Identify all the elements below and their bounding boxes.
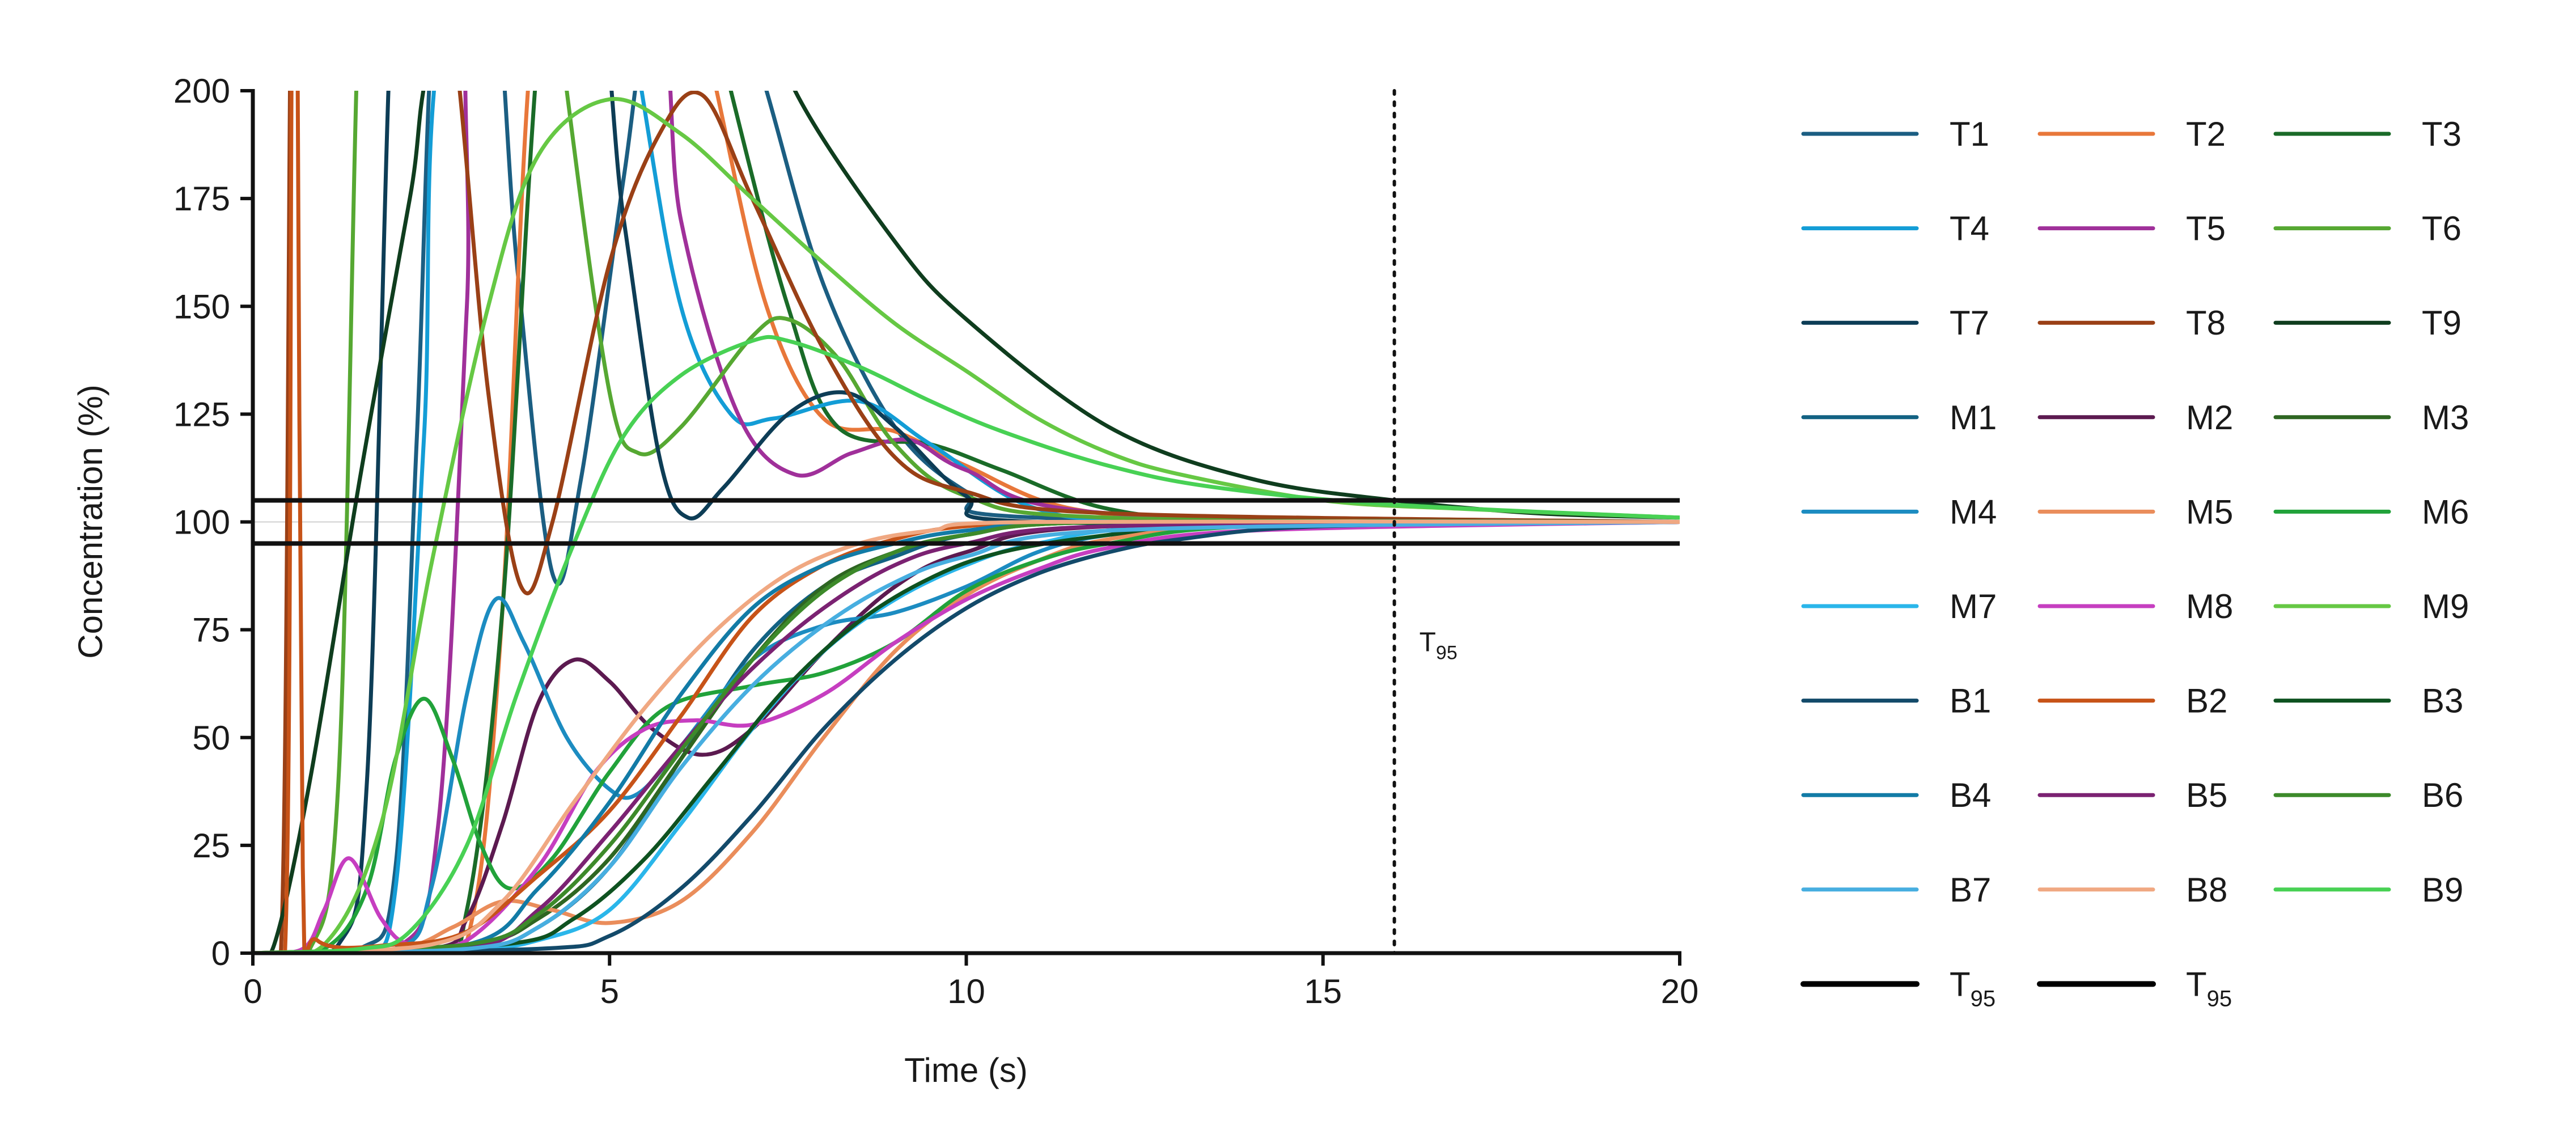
legend-label: M2 — [2186, 399, 2233, 437]
y-tick-label: 0 — [211, 934, 230, 972]
legend-item: T8 — [2037, 304, 2226, 342]
legend-item: M9 — [2273, 587, 2469, 625]
legend-item: B7 — [1801, 871, 1991, 909]
legend-item: T1 — [1801, 115, 1989, 153]
legend-label: T95 — [1950, 965, 1995, 1011]
legend-item: M4 — [1801, 493, 1997, 531]
legend-item: T3 — [2273, 115, 2461, 153]
legend-item: T5 — [2037, 210, 2226, 248]
x-tick-label: 10 — [947, 972, 985, 1010]
legend-item: B3 — [2273, 682, 2463, 720]
legend-label: M3 — [2422, 399, 2469, 437]
series-line-t7 — [253, 91, 1680, 953]
x-tick-label: 15 — [1304, 972, 1342, 1010]
series-line-b9 — [253, 335, 1680, 953]
legend-item: T4 — [1801, 210, 1989, 248]
t95-annotation-sub: 95 — [1436, 642, 1458, 664]
y-axis-label: Concentration (%) — [71, 384, 109, 659]
legend-label: M7 — [1950, 587, 1997, 625]
legend-item: T7 — [1801, 304, 1989, 342]
legend-label: B6 — [2422, 776, 2463, 814]
legend-label: T2 — [2186, 115, 2226, 153]
legend-item: B2 — [2037, 682, 2227, 720]
legend-item: T2 — [2037, 115, 2226, 153]
y-tick-label: 50 — [192, 719, 230, 757]
legend-item: M7 — [1801, 587, 1997, 625]
y-tick-label: 150 — [173, 287, 230, 325]
legend-label-sub: 95 — [1971, 986, 1996, 1011]
legend-item: B5 — [2037, 776, 2227, 814]
series-line-b7 — [253, 520, 1680, 953]
legend-label: B7 — [1950, 871, 1991, 909]
legend-label: M5 — [2186, 493, 2233, 531]
legend-label: M4 — [1950, 493, 1997, 531]
series-line-t8 — [253, 91, 1680, 953]
legend-label: B8 — [2186, 871, 2227, 909]
legend-label: M8 — [2186, 587, 2233, 625]
legend-label: T9 — [2422, 304, 2461, 342]
x-tick-label: 20 — [1661, 972, 1699, 1010]
legend-label: B1 — [1950, 682, 1991, 720]
legend-item: B6 — [2273, 776, 2463, 814]
legend-label: T1 — [1950, 115, 1989, 153]
legend-item: M3 — [2273, 399, 2469, 437]
legend-label: T4 — [1950, 210, 1989, 248]
legend: T1 T2 T3 T4 T5 T6 T7 T8 T9 M1 M2 M3 M4 M5 M6 M7 M8 M9 B1 B2… — [1800, 115, 2469, 1011]
legend-item: M5 — [2037, 493, 2233, 531]
series-line-m9 — [253, 97, 1680, 953]
t95-annotation: T95 — [1420, 628, 1458, 664]
legend-item: T95 — [1800, 965, 1995, 1011]
series-line-t3 — [253, 91, 1680, 953]
legend-item: B8 — [2037, 871, 2227, 909]
series-line-b1 — [253, 520, 1680, 953]
legend-label: T6 — [2422, 210, 2461, 248]
legend-item: B4 — [1801, 776, 1991, 814]
y-tick-label: 75 — [192, 611, 230, 649]
legend-label: T8 — [2186, 304, 2226, 342]
legend-label-main: T — [1950, 965, 1971, 1003]
x-tick-label: 5 — [600, 972, 619, 1010]
legend-item: T95 — [2037, 965, 2232, 1011]
x-tick-label: 0 — [243, 972, 262, 1010]
y-tick-label: 25 — [192, 827, 230, 865]
legend-label: B2 — [2186, 682, 2227, 720]
y-tick-label: 200 — [173, 72, 230, 110]
legend-label: B5 — [2186, 776, 2227, 814]
legend-label: T95 — [2186, 965, 2232, 1011]
y-tick-label: 100 — [173, 504, 230, 541]
legend-item: M1 — [1801, 399, 1997, 437]
legend-label: B4 — [1950, 776, 1991, 814]
legend-label-sub: 95 — [2207, 986, 2232, 1011]
legend-label: M6 — [2422, 493, 2469, 531]
legend-item: B1 — [1801, 682, 1991, 720]
series-line-m4 — [253, 519, 1680, 953]
legend-item: T6 — [2273, 210, 2461, 248]
y-tick-label: 125 — [173, 395, 230, 433]
legend-item: T9 — [2273, 304, 2461, 342]
legend-label: M1 — [1950, 399, 1997, 437]
legend-label: B9 — [2422, 871, 2463, 909]
series-layer — [253, 91, 1680, 953]
x-axis-label: Time (s) — [904, 1051, 1028, 1089]
legend-label: T5 — [2186, 210, 2226, 248]
legend-label: T7 — [1950, 304, 1989, 342]
series-line-b8 — [253, 519, 1680, 953]
t95-bounds — [253, 498, 1680, 546]
legend-item: M2 — [2037, 399, 2233, 437]
legend-label: M9 — [2422, 587, 2469, 625]
legend-item: M6 — [2273, 493, 2469, 531]
legend-label-main: T — [2186, 965, 2207, 1003]
legend-label: B3 — [2422, 682, 2463, 720]
t95-annotation-main: T — [1420, 628, 1436, 658]
legend-item: M8 — [2037, 587, 2233, 625]
legend-item: B9 — [2273, 871, 2463, 909]
series-line-t5 — [253, 91, 1680, 953]
legend-label: T3 — [2422, 115, 2461, 153]
y-tick-label: 175 — [173, 180, 230, 218]
